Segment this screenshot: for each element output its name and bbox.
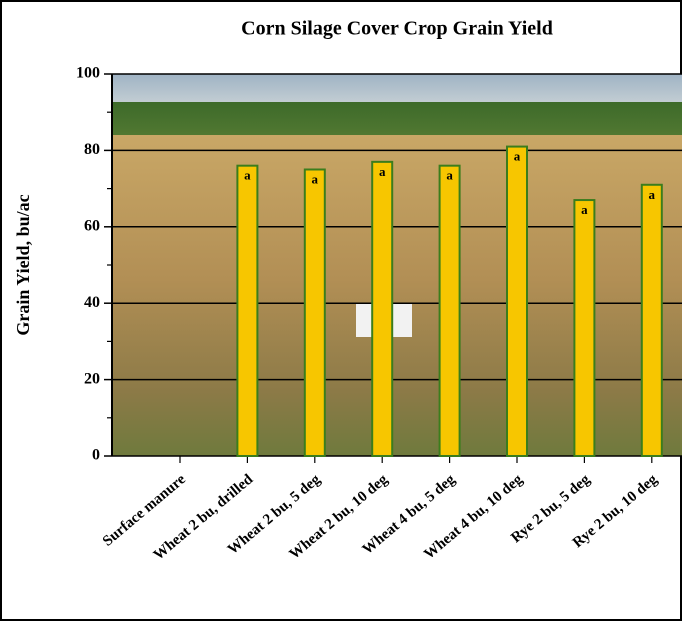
y-tick-label: 60 <box>84 217 100 234</box>
bar <box>440 166 460 456</box>
significance-letter: a <box>379 164 386 179</box>
chart: Corn Silage Cover Crop Grain Yield Grain… <box>0 0 682 621</box>
bar <box>305 170 325 457</box>
bar <box>237 166 257 456</box>
y-tick-label: 0 <box>92 447 100 464</box>
page: {"chart_data": {"type": "bar", "title": … <box>0 0 682 621</box>
significance-letter: a <box>514 149 521 164</box>
y-tick-label: 40 <box>84 294 100 311</box>
y-tick-label: 100 <box>76 65 100 82</box>
significance-letter: a <box>581 202 588 217</box>
significance-letter: a <box>312 171 319 186</box>
bar <box>574 200 594 456</box>
y-tick-label: 20 <box>84 370 100 387</box>
bar <box>372 162 392 456</box>
background-photo <box>112 74 682 456</box>
significance-letter: a <box>244 168 251 183</box>
bar <box>507 147 527 456</box>
y-axis-label: Grain Yield, bu/ac <box>13 194 33 335</box>
significance-letter: a <box>649 187 656 202</box>
y-tick-label: 80 <box>84 141 100 158</box>
significance-letter: a <box>446 168 453 183</box>
bar <box>642 185 662 456</box>
chart-title: Corn Silage Cover Crop Grain Yield <box>241 18 553 40</box>
